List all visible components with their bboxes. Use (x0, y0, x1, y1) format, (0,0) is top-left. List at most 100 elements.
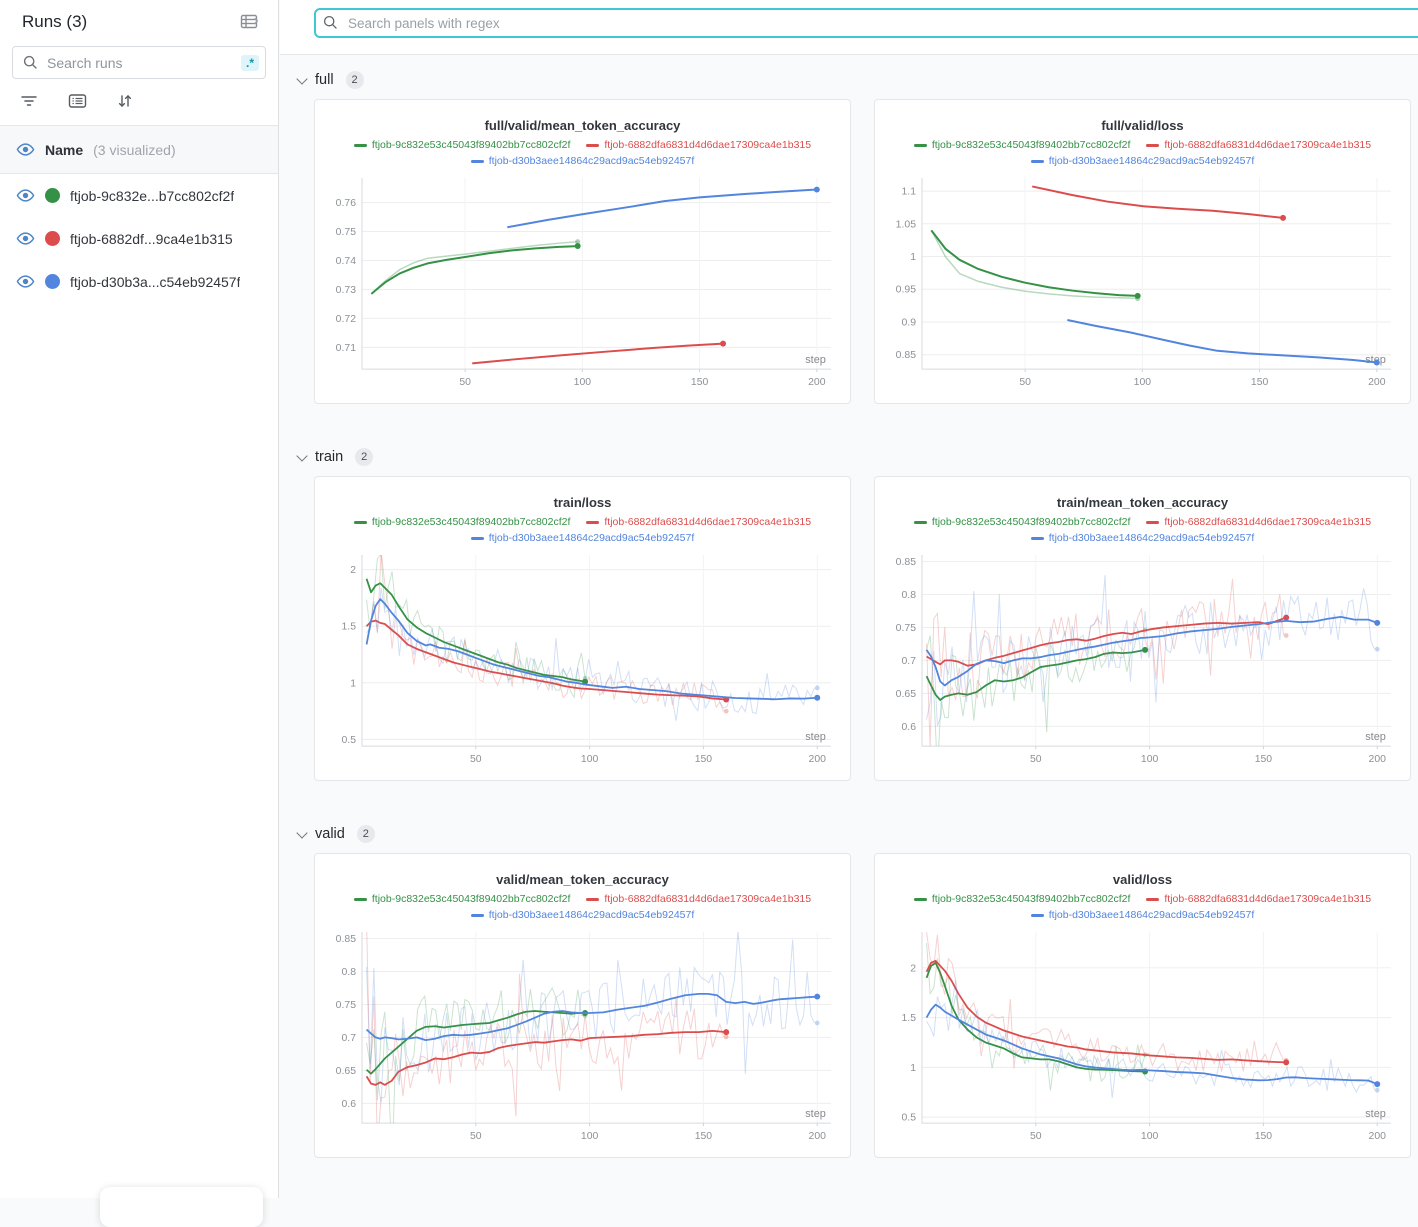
svg-text:0.72: 0.72 (336, 314, 357, 325)
legend-label: ftjob-9c832e53c45043f89402bb7cc802cf2f (931, 893, 1131, 905)
svg-text:2: 2 (910, 963, 916, 974)
runs-panel-title: Runs (3) (22, 12, 88, 31)
legend-item[interactable]: ftjob-9c832e53c45043f89402bb7cc802cf2f (913, 892, 1131, 907)
section-header-full[interactable]: full 2 (296, 71, 1418, 89)
legend-label: ftjob-6882dfa6831d4d6dae17309ca4e1b315 (604, 893, 812, 905)
line-chart-canvas[interactable]: 0.71 0.72 0.73 0.74 0.75 0.76 50 100 150 200 step (325, 172, 840, 395)
svg-text:1: 1 (350, 678, 356, 689)
panel-full-valid-loss[interactable]: full/valid/loss ftjob-9c832e53c45043f894… (874, 99, 1411, 404)
legend-label: ftjob-9c832e53c45043f89402bb7cc802cf2f (931, 516, 1131, 528)
table-icon (240, 14, 259, 29)
svg-text:1: 1 (910, 252, 916, 263)
svg-text:0.95: 0.95 (896, 285, 917, 296)
run-table-expand-button[interactable] (240, 13, 260, 31)
chart-title: valid/loss (1112, 872, 1173, 887)
svg-text:step: step (805, 354, 826, 366)
run-row[interactable]: ftjob-9c832e...b7cc802cf2f (0, 174, 278, 217)
run-color-dot (45, 188, 60, 203)
line-chart-canvas[interactable]: 0.6 0.65 0.7 0.75 0.8 0.85 50 100 150 200 step (885, 549, 1400, 772)
svg-text:1: 1 (910, 1063, 916, 1074)
run-visibility-eye-icon[interactable] (16, 229, 35, 248)
legend-item[interactable]: ftjob-9c832e53c45043f89402bb7cc802cf2f (913, 515, 1131, 530)
legend-item[interactable]: ftjob-9c832e53c45043f89402bb7cc802cf2f (353, 892, 570, 907)
section-header-valid[interactable]: valid 2 (296, 825, 1418, 843)
legend-item[interactable]: ftjob-d30b3aee14864c29acd9ac54eb92457f (470, 908, 694, 923)
legend-item[interactable]: ftjob-6882dfa6831d4d6dae17309ca4e1b315 (1146, 515, 1371, 530)
svg-text:100: 100 (1141, 1131, 1159, 1142)
chart-title: train/loss (553, 495, 612, 510)
svg-text:150: 150 (691, 377, 709, 388)
svg-text:0.75: 0.75 (336, 1000, 357, 1011)
legend-item[interactable]: ftjob-6882dfa6831d4d6dae17309ca4e1b315 (1146, 138, 1371, 153)
svg-text:50: 50 (1019, 377, 1031, 388)
run-visibility-eye-icon[interactable] (16, 186, 35, 205)
legend-dash (353, 898, 367, 901)
svg-text:200: 200 (1369, 1131, 1387, 1142)
legend-item[interactable]: ftjob-9c832e53c45043f89402bb7cc802cf2f (913, 138, 1130, 153)
legend-label: ftjob-d30b3aee14864c29acd9ac54eb92457f (1048, 909, 1255, 921)
legend-item[interactable]: ftjob-9c832e53c45043f89402bb7cc802cf2f (353, 515, 571, 530)
panels-content: full 2 full/valid/mean_token_accuracy ft… (280, 71, 1418, 1158)
svg-text:0.75: 0.75 (896, 623, 917, 634)
legend-item[interactable]: ftjob-9c832e53c45043f89402bb7cc802cf2f (353, 138, 570, 153)
legend-label: ftjob-d30b3aee14864c29acd9ac54eb92457f (1048, 155, 1255, 167)
regex-toggle-button[interactable]: .* (240, 54, 259, 71)
legend-label: ftjob-9c832e53c45043f89402bb7cc802cf2f (371, 516, 571, 528)
legend-dash (913, 144, 927, 147)
run-visibility-eye-icon[interactable] (16, 272, 35, 291)
line-chart-canvas[interactable]: 0.5 1 1.5 2 50 100 150 200 step (325, 549, 840, 772)
svg-text:step: step (1365, 731, 1386, 743)
legend-dash (1030, 914, 1044, 917)
svg-text:0.76: 0.76 (336, 198, 357, 209)
panel-count-badge: 2 (355, 448, 374, 466)
legend-item[interactable]: ftjob-d30b3aee14864c29acd9ac54eb92457f (1030, 531, 1254, 546)
legend-item[interactable]: ftjob-d30b3aee14864c29acd9ac54eb92457f (1030, 154, 1255, 169)
legend-item[interactable]: ftjob-6882dfa6831d4d6dae17309ca4e1b315 (1146, 892, 1371, 907)
panel-valid-mean-token-accuracy[interactable]: valid/mean_token_accuracy ftjob-9c832e53… (314, 853, 851, 1158)
legend-dash (1146, 144, 1160, 147)
section-valid: valid 2 valid/mean_token_accuracy ftjob-… (296, 825, 1418, 1158)
svg-text:0.6: 0.6 (902, 722, 917, 733)
legend-item[interactable]: ftjob-6882dfa6831d4d6dae17309ca4e1b315 (586, 138, 811, 153)
svg-text:100: 100 (581, 754, 599, 765)
search-runs-input[interactable] (45, 53, 241, 72)
sort-runs-button[interactable] (117, 93, 133, 109)
section-header-train[interactable]: train 2 (296, 448, 1418, 466)
columns-button[interactable] (68, 93, 87, 109)
search-panels-input[interactable] (314, 8, 1418, 38)
run-row[interactable]: ftjob-d30b3a...c54eb92457f (0, 260, 278, 303)
chart-legend: ftjob-9c832e53c45043f89402bb7cc802cf2f f… (885, 892, 1400, 923)
panel-valid-loss[interactable]: valid/loss ftjob-9c832e53c45043f89402bb7… (874, 853, 1411, 1158)
name-column-header: Name (45, 141, 84, 158)
legend-item[interactable]: ftjob-d30b3aee14864c29acd9ac54eb92457f (470, 531, 694, 546)
legend-label: ftjob-d30b3aee14864c29acd9ac54eb92457f (488, 155, 695, 167)
legend-dash (470, 914, 484, 917)
run-row[interactable]: ftjob-6882df...9ca4e1b315 (0, 217, 278, 260)
legend-dash (913, 521, 927, 524)
visibility-all-eye-icon[interactable] (16, 140, 35, 159)
panel-train-mean-token-accuracy[interactable]: train/mean_token_accuracy ftjob-9c832e53… (874, 476, 1411, 781)
legend-dash (470, 537, 484, 540)
filter-runs-button[interactable] (20, 93, 38, 109)
legend-dash (586, 144, 600, 147)
svg-text:1.1: 1.1 (902, 187, 917, 198)
panel-full-valid-mean-token-accuracy[interactable]: full/valid/mean_token_accuracy ftjob-9c8… (314, 99, 851, 404)
svg-text:0.7: 0.7 (342, 1033, 357, 1044)
panel-train-loss[interactable]: train/loss ftjob-9c832e53c45043f89402bb7… (314, 476, 851, 781)
legend-item[interactable]: ftjob-d30b3aee14864c29acd9ac54eb92457f (1030, 908, 1255, 923)
chart-legend: ftjob-9c832e53c45043f89402bb7cc802cf2f f… (325, 515, 840, 546)
legend-label: ftjob-6882dfa6831d4d6dae17309ca4e1b315 (1164, 893, 1372, 905)
svg-text:200: 200 (1368, 377, 1386, 388)
legend-dash (1146, 898, 1160, 901)
list-icon (68, 94, 87, 108)
line-chart-canvas[interactable]: 0.6 0.65 0.7 0.75 0.8 0.85 50 100 150 200 step (325, 926, 840, 1149)
line-chart-canvas[interactable]: 0.5 1 1.5 2 50 100 150 200 step (885, 926, 1400, 1149)
legend-item[interactable]: ftjob-6882dfa6831d4d6dae17309ca4e1b315 (586, 892, 811, 907)
legend-item[interactable]: ftjob-6882dfa6831d4d6dae17309ca4e1b315 (586, 515, 811, 530)
section-full: full 2 full/valid/mean_token_accuracy ft… (296, 71, 1418, 404)
legend-item[interactable]: ftjob-d30b3aee14864c29acd9ac54eb92457f (470, 154, 695, 169)
svg-text:0.5: 0.5 (902, 1113, 917, 1124)
legend-dash (1146, 521, 1160, 524)
chart-legend: ftjob-9c832e53c45043f89402bb7cc802cf2f f… (325, 138, 840, 169)
